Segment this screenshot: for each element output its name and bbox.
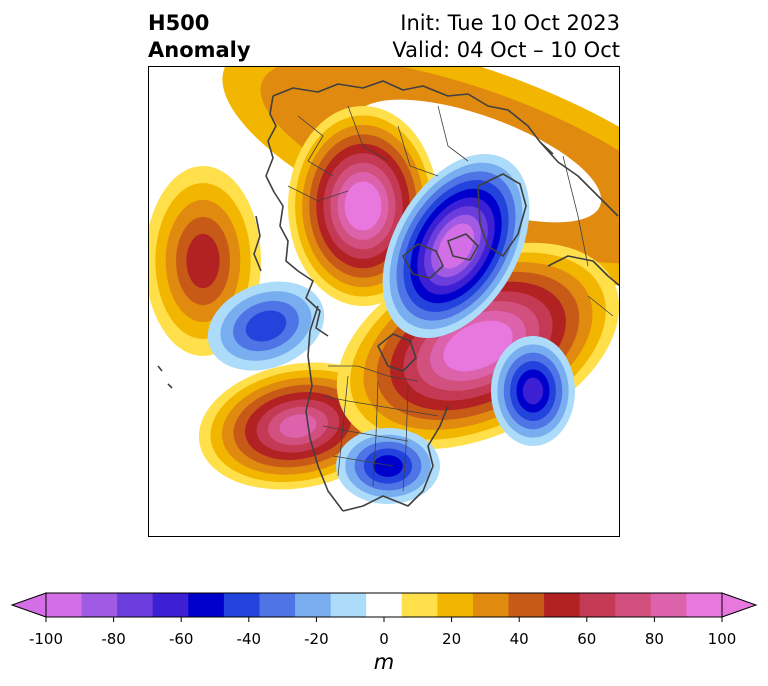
colorbar-tick-label: 100 [707,630,737,648]
colorbar-cell [615,593,652,617]
anomaly-map [148,66,620,537]
colorbar-tick-label: 80 [644,630,664,648]
field-name: H500 [148,11,210,35]
colorbar-cell [437,593,474,617]
north-atlantic-trough-level [522,377,544,405]
colorbar-extend-high [721,592,758,618]
colorbar-tick-label: -80 [101,630,126,648]
colorbar-cell [223,593,260,617]
colorbar-cell [188,593,225,617]
colorbar-cell [472,593,510,617]
colorbar-tick-label: -60 [168,630,194,648]
colorbar-unit-label: m [373,650,395,674]
alaska-trough-level [245,310,287,342]
colorbar-ticks [45,617,723,622]
colorbar-tick-label: 40 [509,630,529,648]
colorbar-cell [508,593,545,617]
colorbar-cell [401,593,438,617]
colorbar-tick-label: 60 [577,630,597,648]
init-time: Init: Tue 10 Oct 2023 [400,11,620,35]
colorbar-cell [117,593,154,617]
colorbar-cell [650,593,687,617]
polar-trough-level [444,232,468,260]
colorbar-cell [579,593,616,617]
title-left: H500 Anomaly [148,10,251,64]
colorbar-tick-label: 20 [442,630,462,648]
map-frame [148,66,620,537]
colorbar-tick-label: -40 [236,630,262,648]
coastlines [157,80,620,512]
north-pacific-ridge-level [186,233,220,289]
political-boundaries [287,105,614,492]
colorbar-cell [330,593,367,617]
title-right: Init: Tue 10 Oct 2023 Valid: 04 Oct – 10… [392,10,620,64]
colorbar-cell [544,593,581,617]
colorbar-extend-low [10,592,47,618]
colorbar-cell [46,593,83,617]
colorbar-tick-label: -20 [304,630,329,648]
colorbar-cell [295,593,332,617]
colorbar-cell [259,593,296,617]
field-type: Anomaly [148,38,251,62]
anomaly-contours [148,66,620,504]
colorbar-cells [46,593,723,617]
arctic-canada-ridge-level [456,330,500,362]
eastern-us-trough-level [373,455,403,477]
colorbar [10,592,758,622]
colorbar-tick-label: -100 [28,630,64,648]
colorbar-cell [366,593,403,617]
colorbar-tick-label: 0 [379,630,389,648]
colorbar-cell [81,593,118,617]
valid-period: Valid: 04 Oct – 10 Oct [392,38,620,62]
colorbar-cell [152,593,189,617]
siberian-ridge-level [351,190,375,222]
colorbar-cell [686,593,723,617]
